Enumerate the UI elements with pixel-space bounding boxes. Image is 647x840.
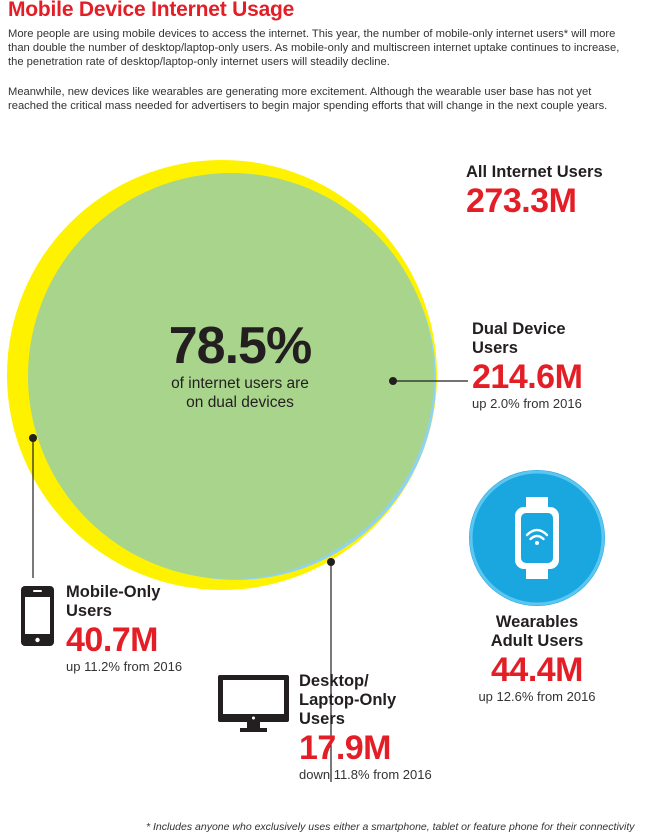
all-users-label: All Internet Users <box>466 163 603 181</box>
desktop-only-label-2: Laptop-Only <box>299 691 397 709</box>
dual-device-circle <box>28 173 434 579</box>
center-caption-line1: of internet users are <box>171 375 309 392</box>
smartphone-icon <box>21 586 54 646</box>
desktop-only-label-1: Desktop/ <box>299 672 369 690</box>
mobile-only-change: up 11.2% from 2016 <box>66 659 183 674</box>
intro-paragraph-2: Meanwhile, new devices like wearables ar… <box>8 86 608 112</box>
wearables-value: 44.4M <box>491 651 584 689</box>
dual-device-percent: 78.5% <box>168 317 312 375</box>
page-title: Mobile Device Internet Usage <box>8 0 295 21</box>
center-caption-line2: on dual devices <box>186 394 294 411</box>
desktop-monitor-icon <box>218 675 289 732</box>
wearables-label-2: Adult Users <box>490 632 584 650</box>
desktop-only-change: down 11.8% from 2016 <box>299 767 432 782</box>
dual-device-label-1: Dual Device <box>472 320 566 338</box>
all-users-value: 273.3M <box>466 182 577 220</box>
wearables-change: up 12.6% from 2016 <box>478 689 596 704</box>
dual-device-value: 214.6M <box>472 358 583 396</box>
desktop-only-label-3: Users <box>299 710 345 728</box>
footnote: * Includes anyone who exclusively uses e… <box>146 821 635 833</box>
desktop-only-value: 17.9M <box>299 729 391 767</box>
smartwatch-wifi-icon <box>469 470 605 606</box>
dual-device-label-2: Users <box>472 339 518 357</box>
wearables-label-1: Wearables <box>495 613 579 631</box>
mobile-only-label-1: Mobile-Only <box>66 583 161 601</box>
dual-device-change: up 2.0% from 2016 <box>472 396 582 411</box>
mobile-only-value: 40.7M <box>66 621 159 659</box>
mobile-only-label-2: Users <box>66 602 112 620</box>
intro-paragraph-1: More people are using mobile devices to … <box>8 28 620 68</box>
